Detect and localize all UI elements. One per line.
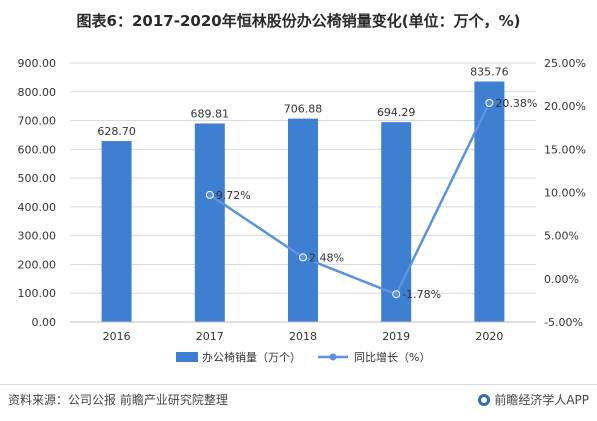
- bar-value-label: 835.76: [470, 65, 509, 78]
- bar: [194, 123, 225, 323]
- growth-line: [209, 102, 491, 296]
- bar: [288, 118, 318, 322]
- growth-point: [299, 253, 307, 262]
- y-left-tick-label: 700.00: [18, 115, 57, 128]
- bar-value-label: 694.29: [377, 106, 416, 119]
- y-left-tick-label: 900.00: [18, 57, 57, 70]
- bar-value-label: 689.81: [191, 107, 230, 120]
- growth-value-label: 2.48%: [309, 251, 344, 264]
- growth-point: [392, 290, 401, 299]
- y-right-tick-label: 5.00%: [544, 230, 579, 243]
- growth-value-label: -1.78%: [402, 288, 441, 301]
- brand-mark: 前瞻经济学人APP: [478, 391, 589, 408]
- bar: [474, 81, 505, 322]
- line-series: [205, 98, 494, 299]
- growth-value-label: 9.72%: [216, 189, 251, 202]
- x-tick-label: 2018: [289, 330, 317, 343]
- brand-label: 前瞻经济学人APP: [494, 393, 589, 407]
- legend-bar-label: 办公椅销量（万个）: [202, 350, 301, 364]
- x-tick-label: 2019: [382, 330, 410, 343]
- growth-value-label: 20.38%: [495, 97, 537, 110]
- growth-point: [205, 190, 214, 199]
- brand-logo-icon: [478, 393, 491, 406]
- growth-point: [485, 98, 494, 107]
- bar: [101, 141, 132, 322]
- legend-line-marker: [329, 353, 337, 361]
- y-right-tick-label: -5.00%: [544, 316, 583, 329]
- source-note: 资料来源：公司公报 前瞻产业研究院整理: [8, 393, 228, 407]
- y-left-tick-label: 300.00: [18, 230, 57, 243]
- bar-series: [101, 81, 505, 323]
- y-left-tick-label: 600.00: [18, 143, 57, 156]
- legend-line-label: 同比增长（%）: [354, 350, 430, 364]
- bar: [381, 122, 412, 323]
- x-tick-label: 2020: [475, 330, 503, 343]
- y-left-tick-label: 500.00: [18, 172, 57, 185]
- x-tick-label: 2017: [196, 330, 224, 343]
- chart-title: 图表6：2017-2020年恒林股份办公椅销量变化(单位：万个，%): [76, 12, 521, 30]
- y-left-tick-label: 100.00: [18, 287, 57, 300]
- y-left-tick-label: 200.00: [18, 258, 57, 271]
- y-left-tick-label: 800.00: [18, 86, 57, 99]
- data-labels: 628.70 689.81 706.88 694.29 835.76 9.72% 2.48%…: [97, 65, 537, 301]
- bar-value-label: 628.70: [97, 125, 136, 138]
- y-left-tick-label: 0.00: [32, 316, 57, 329]
- legend-bar-swatch: [176, 352, 198, 362]
- axes: 0.00 100.00 200.00 300.00 400.00 500.00 600.00…: [18, 57, 586, 343]
- y-right-tick-label: 10.00%: [544, 187, 586, 200]
- x-tick-label: 2016: [103, 330, 131, 343]
- y-right-tick-label: 20.00%: [544, 100, 586, 113]
- y-right-tick-label: 15.00%: [544, 143, 586, 156]
- footer-divider: [0, 384, 597, 385]
- bar-value-label: 706.88: [284, 103, 323, 116]
- y-right-tick-label: 0.00%: [544, 273, 579, 286]
- legend: 办公椅销量（万个） 同比增长（%）: [176, 350, 430, 364]
- y-right-tick-label: 25.00%: [544, 57, 586, 70]
- y-left-tick-label: 400.00: [18, 201, 57, 214]
